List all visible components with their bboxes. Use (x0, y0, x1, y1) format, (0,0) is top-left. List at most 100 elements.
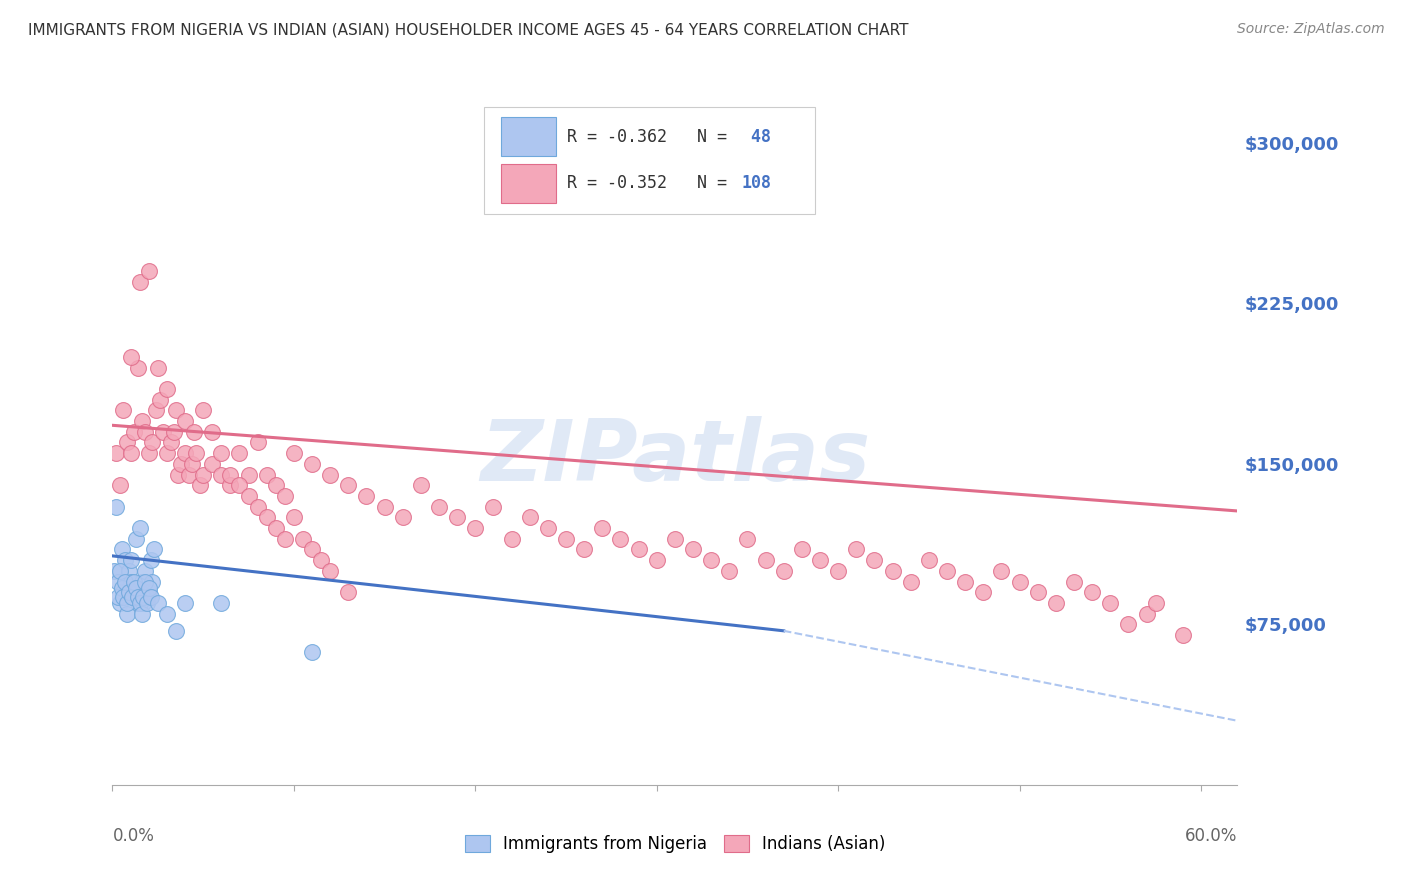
Point (183, 425, 205, 439)
Point (918, 553, 941, 567)
Point (482, 500, 505, 514)
Point (184, 446, 207, 460)
Point (138, 264, 160, 278)
Point (122, 425, 145, 439)
Point (337, 478, 360, 492)
Point (125, 532, 148, 546)
Point (149, 392, 172, 407)
Point (882, 564, 904, 578)
Text: 108: 108 (741, 174, 772, 192)
Point (174, 414, 197, 428)
Point (122, 581, 145, 595)
Text: 0.0%: 0.0% (112, 827, 155, 845)
Point (132, 596, 155, 610)
Point (118, 585, 141, 599)
Point (165, 403, 187, 417)
Point (572, 542, 595, 557)
Point (555, 532, 578, 546)
Point (256, 510, 278, 524)
Point (105, 446, 128, 460)
Point (274, 489, 297, 503)
Point (283, 510, 305, 524)
Point (163, 425, 186, 439)
Point (264, 521, 287, 535)
Point (131, 414, 153, 428)
Point (718, 564, 741, 578)
Point (108, 478, 131, 492)
Point (790, 542, 813, 557)
Point (627, 542, 650, 557)
Text: ZIPatlas: ZIPatlas (479, 417, 870, 500)
Point (201, 457, 224, 471)
Point (863, 553, 886, 567)
Point (156, 446, 179, 460)
Point (755, 553, 778, 567)
Point (181, 457, 204, 471)
Point (246, 500, 269, 514)
Point (1099, 596, 1122, 610)
Point (136, 590, 159, 604)
Point (209, 467, 232, 482)
Point (139, 590, 162, 604)
Point (209, 596, 232, 610)
Point (118, 564, 141, 578)
Point (138, 585, 160, 599)
Point (209, 446, 232, 460)
Point (219, 478, 242, 492)
Legend: Immigrants from Nigeria, Indians (Asian): Immigrants from Nigeria, Indians (Asian) (458, 829, 891, 860)
Point (174, 446, 197, 460)
Point (134, 574, 156, 589)
Point (900, 574, 922, 589)
Point (519, 510, 541, 524)
Point (291, 532, 314, 546)
Point (238, 467, 260, 482)
Point (591, 521, 613, 535)
Point (301, 542, 323, 557)
Point (1135, 607, 1157, 621)
Point (143, 542, 166, 557)
Point (152, 425, 174, 439)
Point (128, 275, 150, 289)
Point (274, 532, 297, 546)
Point (112, 403, 135, 417)
Point (136, 596, 159, 610)
Point (127, 360, 149, 375)
Point (219, 467, 242, 482)
Point (201, 425, 224, 439)
Point (159, 435, 181, 450)
Point (1026, 585, 1049, 599)
Point (1118, 617, 1140, 632)
Point (127, 596, 149, 610)
Point (264, 478, 287, 492)
Point (1045, 596, 1067, 610)
Point (972, 585, 994, 599)
Point (1081, 585, 1104, 599)
Point (537, 521, 560, 535)
Point (1063, 574, 1085, 589)
Point (827, 564, 849, 578)
Point (501, 532, 523, 546)
Point (1171, 628, 1194, 642)
Point (165, 624, 187, 638)
Point (105, 500, 128, 514)
Point (134, 564, 156, 578)
Point (120, 446, 142, 460)
FancyBboxPatch shape (501, 163, 555, 202)
Point (114, 553, 136, 567)
Point (120, 574, 142, 589)
Point (645, 553, 668, 567)
Point (120, 553, 142, 567)
Text: 48: 48 (741, 128, 772, 145)
Point (664, 532, 686, 546)
Text: IMMIGRANTS FROM NIGERIA VS INDIAN (ASIAN) HOUSEHOLDER INCOME AGES 45 - 64 YEARS : IMMIGRANTS FROM NIGERIA VS INDIAN (ASIAN… (28, 22, 908, 37)
Point (446, 510, 468, 524)
Point (138, 446, 160, 460)
Point (139, 553, 162, 567)
Point (170, 457, 193, 471)
Point (121, 590, 143, 604)
Point (110, 542, 132, 557)
Point (128, 596, 150, 610)
Point (120, 350, 142, 364)
Point (115, 435, 138, 450)
Point (128, 521, 150, 535)
